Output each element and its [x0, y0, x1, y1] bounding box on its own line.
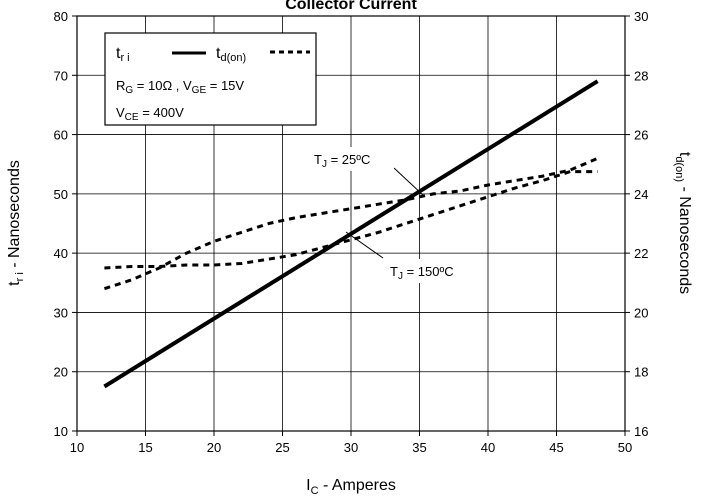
legend-label-tdon: td(on)	[216, 45, 246, 64]
x-tick-label: 30	[344, 440, 358, 455]
y-axis-label-left: tr i - Nanoseconds	[6, 160, 26, 286]
series-line-0	[103, 79, 599, 389]
y-left-tick-label: 20	[54, 365, 68, 380]
x-tick-label: 25	[275, 440, 289, 455]
ticks: 10 15 20 25 30 35 40 45 50 10 20 30 40 50 60 70 80 16 18 20…	[54, 9, 649, 455]
x-tick-label: 15	[138, 440, 152, 455]
y-right-tick-label: 28	[634, 68, 648, 83]
annotation-leader-150	[345, 231, 384, 259]
y-left-tick-label: 80	[54, 9, 68, 24]
y-left-tick-label: 30	[54, 305, 68, 320]
y-right-tick-label: 20	[634, 305, 648, 320]
legend-box	[104, 32, 317, 126]
y-right-tick-label: 22	[634, 246, 648, 261]
y-right-tick-label: 18	[634, 365, 648, 380]
chart-title: Collector Current	[285, 0, 417, 13]
x-axis-label: IC - Amperes	[306, 477, 396, 497]
y-right-tick-label: 30	[634, 9, 648, 24]
y-left-tick-label: 70	[54, 68, 68, 83]
annotation-box-150	[383, 259, 479, 283]
y-right-tick-label: 16	[634, 424, 648, 439]
annotation-leader-25	[393, 167, 425, 197]
x-tick-label: 20	[207, 440, 221, 455]
y-left-tick-label: 50	[54, 187, 68, 202]
series-line-2	[104, 170, 598, 270]
legend: tr i td(on) RG = 10Ω , VGE = 15V VCE = 4…	[104, 32, 317, 126]
annotation-tj-25: TJ = 25ºC	[306, 147, 425, 197]
annotation-text-150: TJ = 150ºC	[390, 264, 454, 282]
series-line-1	[103, 156, 599, 291]
x-tick-label: 35	[412, 440, 426, 455]
annotation-box-25	[306, 147, 394, 171]
annotation-text-25: TJ = 25ºC	[314, 152, 370, 170]
x-tick-label: 10	[70, 440, 84, 455]
x-tick-label: 45	[549, 440, 563, 455]
annotation-tj-150: TJ = 150ºC	[345, 231, 479, 283]
legend-label-tri: tr i	[116, 45, 130, 64]
legend-conditions-2: VCE = 400V	[116, 105, 184, 123]
x-tick-label: 50	[618, 440, 632, 455]
legend-conditions-1: RG = 10Ω , VGE = 15V	[116, 78, 244, 96]
y-left-tick-label: 10	[54, 424, 68, 439]
y-left-tick-label: 40	[54, 246, 68, 261]
y-left-tick-label: 60	[54, 128, 68, 143]
y-right-tick-label: 24	[634, 187, 648, 202]
x-tick-label: 40	[481, 440, 495, 455]
y-axis-label-right: td(on) - Nanoseconds	[673, 152, 693, 294]
y-right-tick-label: 26	[634, 128, 648, 143]
series-layer	[103, 79, 599, 389]
